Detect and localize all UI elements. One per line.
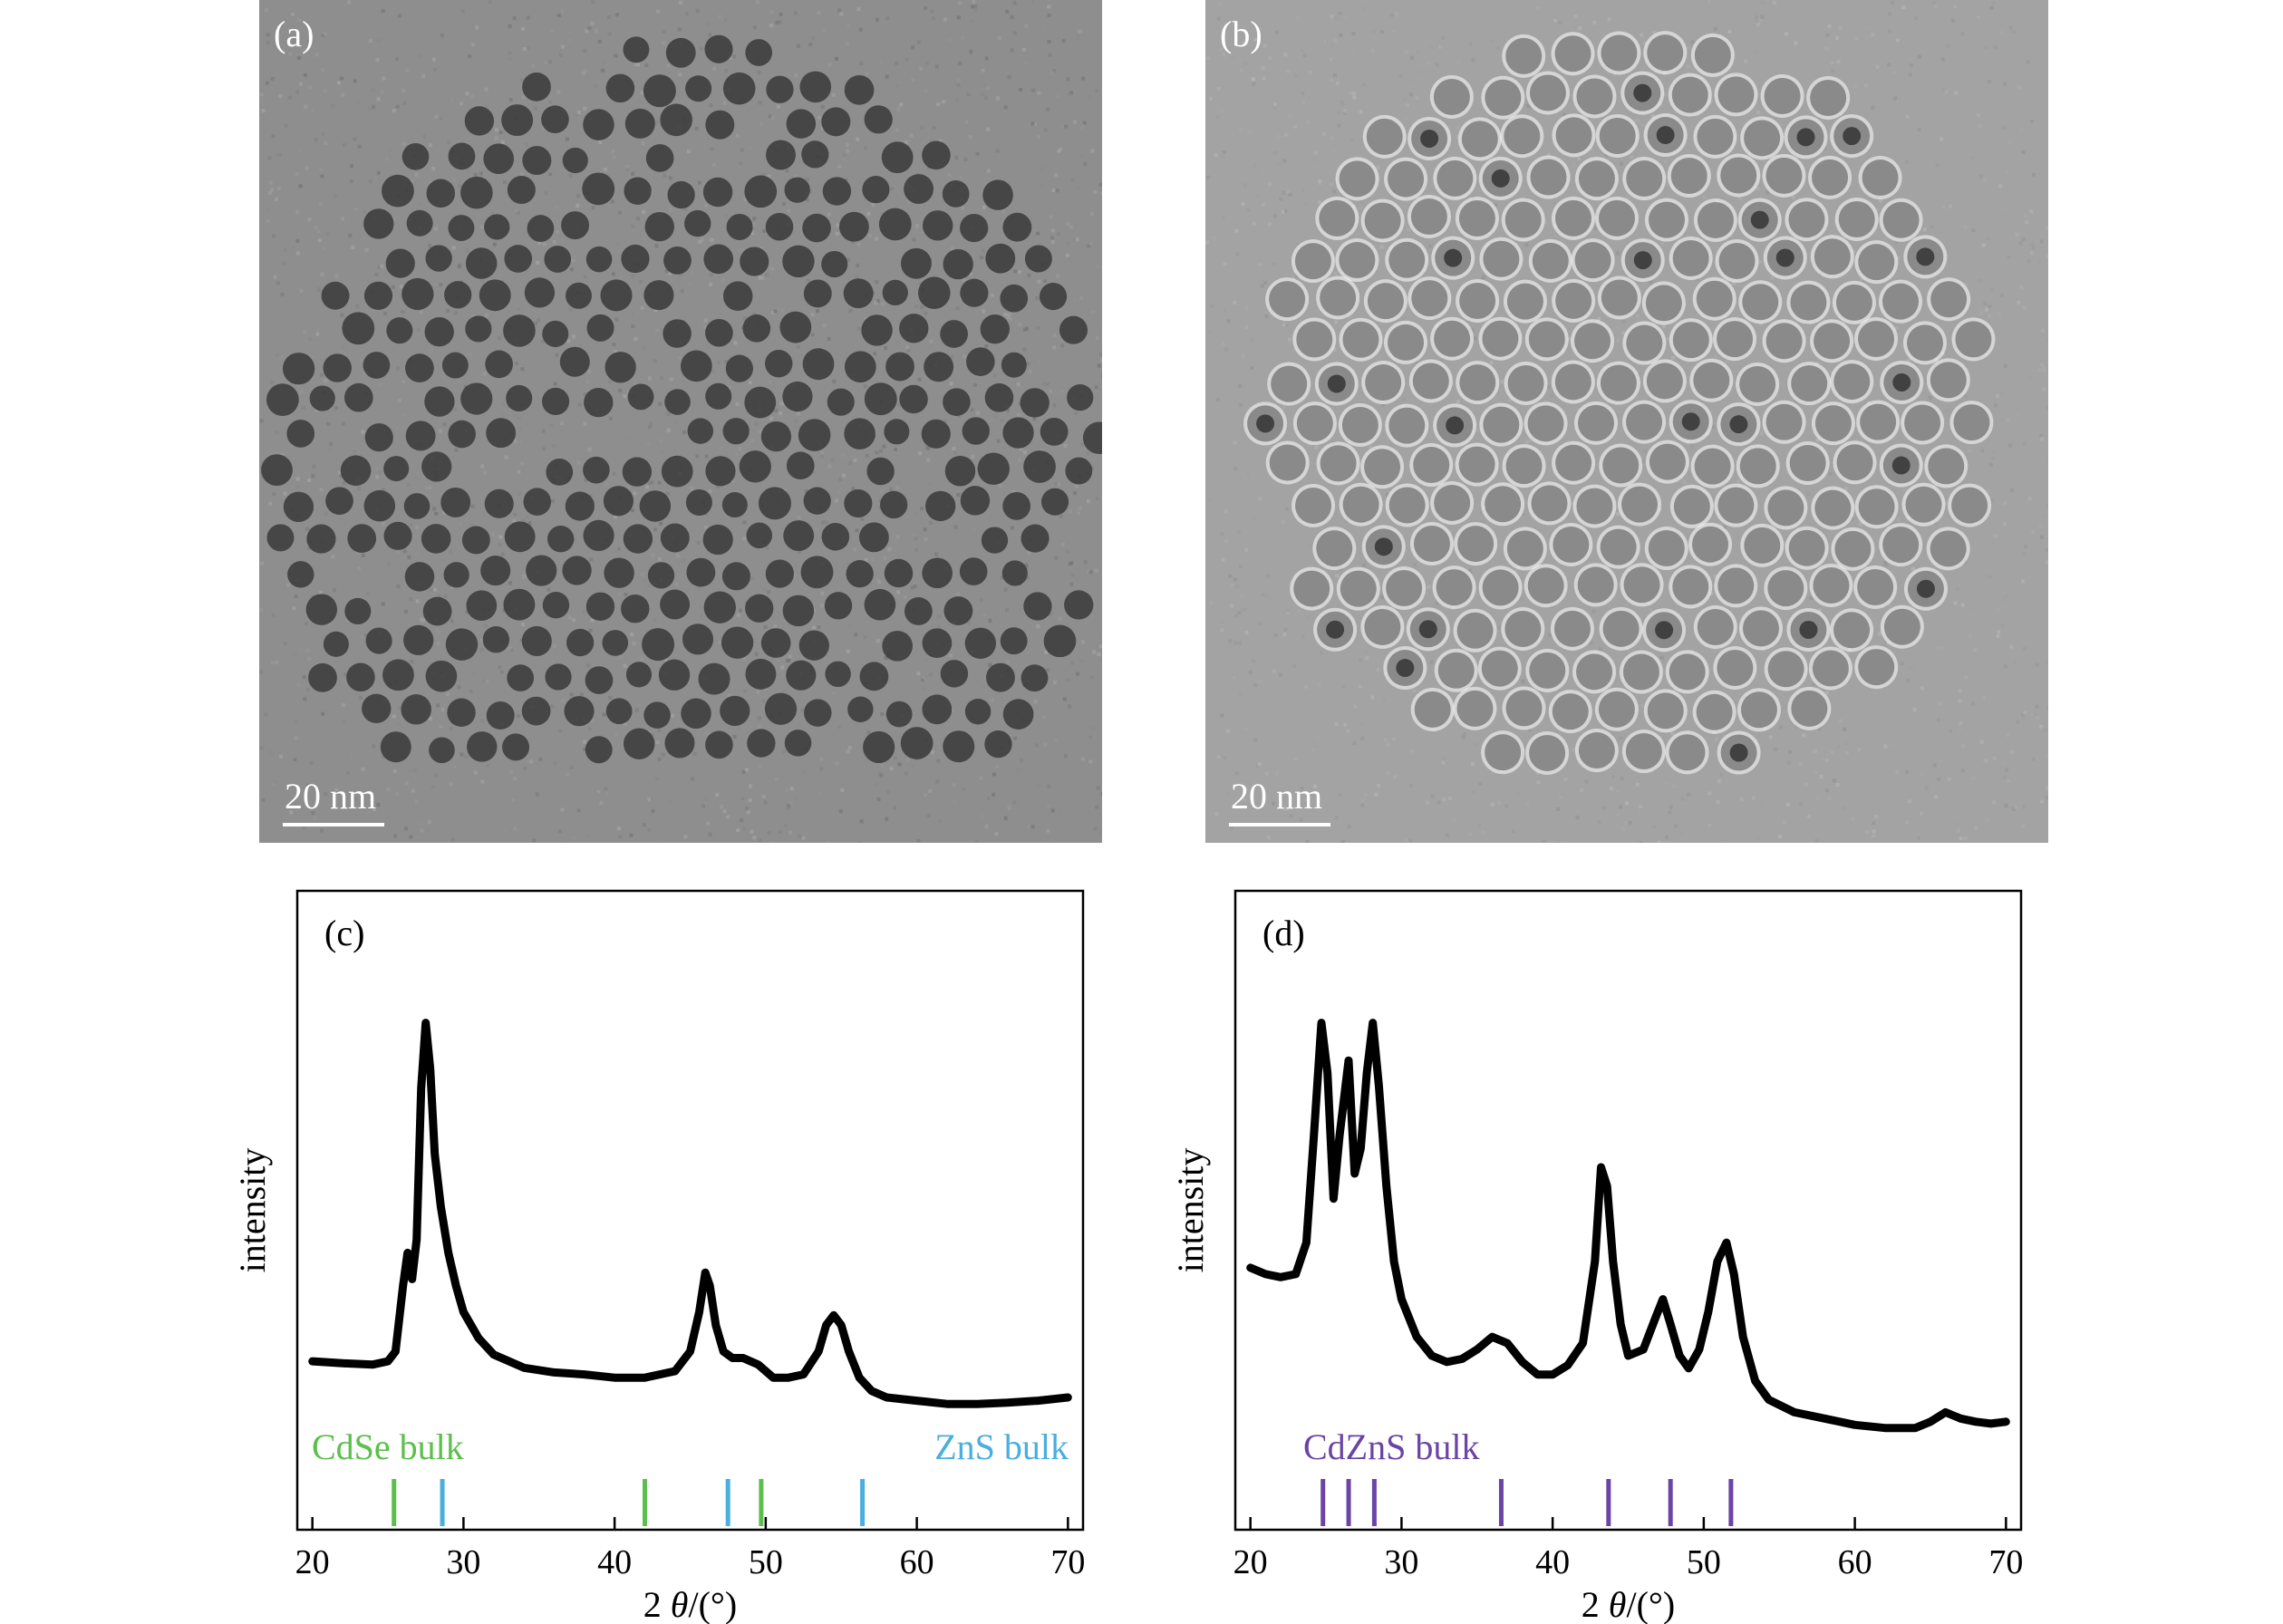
x-tick-label-d-70: 70	[1988, 1543, 2023, 1581]
xrd-chart-d: (d) 20 30 40 50 60 70 2 θ/(°) intensity CdZnS bul…	[1170, 889, 2023, 1624]
x-axis-label-c: 2 θ/(°)	[643, 1584, 737, 1624]
x-tick-label-d-50: 50	[1687, 1543, 1721, 1581]
x-tick-label-c-70: 70	[1050, 1543, 1085, 1581]
x-tick-label-d-20: 20	[1233, 1543, 1268, 1581]
xrd-curve-d-0	[1246, 1019, 2010, 1433]
x-tick-label-c-20: 20	[295, 1543, 330, 1581]
x-tick-label-c-50: 50	[749, 1543, 783, 1581]
x-tick-label-d-30: 30	[1384, 1543, 1418, 1581]
scale-bar-b	[1229, 823, 1330, 826]
ref-legend-c-1: ZnS bulk	[934, 1426, 1069, 1467]
x-tick-label-d-60: 60	[1838, 1543, 1872, 1581]
x-tick-label-c-60: 60	[900, 1543, 934, 1581]
tem-particles-b	[1205, 0, 2048, 843]
x-tick-label-c-40: 40	[597, 1543, 632, 1581]
panel-label-d: (d)	[1262, 913, 1305, 953]
ref-legend-c-0: CdSe bulk	[312, 1426, 464, 1467]
tem-particles-a	[259, 0, 1102, 843]
x-tick-label-d-40: 40	[1535, 1543, 1570, 1581]
plot-frame-c	[295, 889, 1085, 1532]
tem-image-a: (a) 20 nm	[259, 0, 1102, 843]
panel-label-c: (c)	[324, 913, 364, 953]
x-tick-label-c-30: 30	[446, 1543, 480, 1581]
plot-frame-d	[1233, 889, 2023, 1532]
y-axis-label-d: intensity	[1170, 1148, 1211, 1273]
xrd-curve-c-0	[308, 1019, 1072, 1408]
scale-bar-label-a: 20 nm	[285, 776, 377, 817]
panel-label-a: (a)	[274, 14, 314, 54]
scale-bar-label-b: 20 nm	[1231, 776, 1323, 817]
tem-image-b: (b) 20 nm	[1205, 0, 2048, 843]
scale-bar-a	[283, 823, 384, 826]
x-axis-label-d: 2 θ/(°)	[1582, 1584, 1675, 1624]
y-axis-label-c: intensity	[232, 1148, 273, 1273]
panel-label-b: (b)	[1220, 14, 1262, 54]
ref-legend-d-0: CdZnS bulk	[1303, 1426, 1479, 1467]
xrd-chart-c: (c) 20 30 40 50 60 70 2 θ/(°) intensity CdSe bulk…	[232, 889, 1085, 1624]
